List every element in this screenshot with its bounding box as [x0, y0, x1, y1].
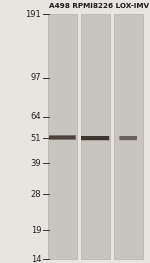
- Text: 14: 14: [31, 255, 41, 263]
- Text: 97: 97: [31, 73, 41, 82]
- Text: 19: 19: [31, 226, 41, 235]
- Bar: [48, 14, 77, 259]
- Text: 191: 191: [26, 10, 41, 19]
- Bar: [49, 136, 75, 139]
- Bar: [81, 14, 110, 259]
- Bar: [49, 135, 76, 140]
- Bar: [81, 136, 109, 140]
- Bar: [81, 135, 110, 140]
- Bar: [81, 136, 109, 140]
- Text: 64: 64: [31, 112, 41, 121]
- Bar: [119, 136, 137, 140]
- Bar: [114, 14, 143, 259]
- Text: 51: 51: [31, 134, 41, 143]
- Bar: [49, 135, 76, 140]
- Text: A498 RPMI8226 LOX-IMV: A498 RPMI8226 LOX-IMV: [49, 3, 149, 9]
- Text: 39: 39: [31, 159, 41, 168]
- Bar: [120, 136, 137, 140]
- Text: 28: 28: [31, 190, 41, 199]
- Bar: [119, 135, 137, 140]
